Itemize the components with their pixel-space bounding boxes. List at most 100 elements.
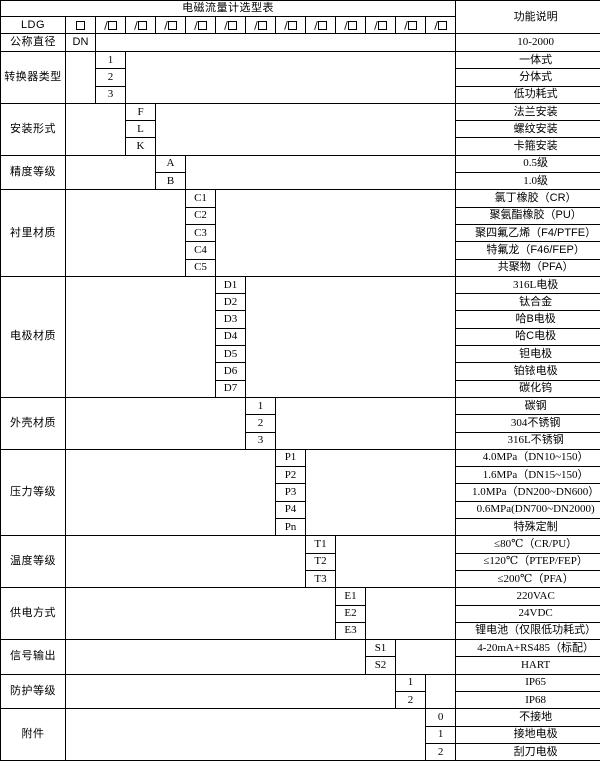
- code-cell-5-5[interactable]: D6: [216, 363, 246, 380]
- code-box-9[interactable]: /: [336, 17, 366, 34]
- code-cell-7-3[interactable]: P4: [276, 501, 306, 518]
- code-cell-3-0[interactable]: A: [156, 155, 186, 172]
- code-box-7[interactable]: /: [276, 17, 306, 34]
- code-cell-5-0[interactable]: D1: [216, 276, 246, 293]
- code-cell-6-1[interactable]: 2: [246, 415, 276, 432]
- description-cell-4-1: 聚氨酯橡胶（PU）: [456, 207, 600, 224]
- code-cell-12-1[interactable]: 1: [426, 726, 456, 743]
- row-label-3: 精度等级: [1, 155, 66, 190]
- description-cell-8-1: ≤120℃（PTEP/FEP）: [456, 553, 600, 570]
- blank-right-3: [186, 155, 456, 190]
- code-cell-4-0[interactable]: C1: [186, 190, 216, 207]
- description-cell-5-1: 钛合金: [456, 294, 600, 311]
- row-label-12: 附件: [1, 709, 66, 761]
- code-cell-7-2[interactable]: P3: [276, 484, 306, 501]
- code-cell-12-2[interactable]: 2: [426, 743, 456, 760]
- code-cell-1-0[interactable]: 1: [96, 52, 126, 69]
- code-cell-5-4[interactable]: D5: [216, 346, 246, 363]
- empty-box-icon: [348, 21, 357, 30]
- blank-left-12: [66, 709, 426, 761]
- description-cell-2-1: 螺纹安装: [456, 121, 600, 138]
- code-cell-2-2[interactable]: K: [126, 138, 156, 155]
- code-cell-12-0[interactable]: 0: [426, 709, 456, 726]
- description-cell-11-1: IP68: [456, 691, 600, 708]
- code-cell-5-2[interactable]: D3: [216, 311, 246, 328]
- code-cell-9-0[interactable]: E1: [336, 588, 366, 605]
- code-cell-2-0[interactable]: F: [126, 103, 156, 120]
- description-cell-5-4: 钽电极: [456, 346, 600, 363]
- description-cell-9-0: 220VAC: [456, 588, 600, 605]
- empty-box-icon: [108, 21, 117, 30]
- code-cell-4-2[interactable]: C3: [186, 224, 216, 241]
- code-cell-4-4[interactable]: C5: [186, 259, 216, 276]
- description-cell-9-1: 24VDC: [456, 605, 600, 622]
- code-cell-8-2[interactable]: T3: [306, 570, 336, 587]
- code-box-12[interactable]: /: [426, 17, 456, 34]
- code-cell-7-1[interactable]: P2: [276, 467, 306, 484]
- empty-box-icon: [438, 21, 447, 30]
- code-cell-3-1[interactable]: B: [156, 173, 186, 190]
- code-box-10[interactable]: /: [366, 17, 396, 34]
- code-cell-4-3[interactable]: C4: [186, 242, 216, 259]
- code-cell-6-0[interactable]: 1: [246, 397, 276, 414]
- code-cell-11-1[interactable]: 2: [396, 691, 426, 708]
- code-cell-10-1[interactable]: S2: [366, 657, 396, 674]
- blank-right-7: [306, 449, 456, 535]
- code-box-1[interactable]: /: [96, 17, 126, 34]
- code-box-5[interactable]: /: [216, 17, 246, 34]
- code-cell-10-0[interactable]: S1: [366, 640, 396, 657]
- code-box-4[interactable]: /: [186, 17, 216, 34]
- blank-left-1: [66, 52, 96, 104]
- empty-box-icon: [76, 21, 85, 30]
- blank-left-6: [66, 397, 246, 449]
- description-cell-6-2: 316L不锈钢: [456, 432, 600, 449]
- row-label-1: 转换器类型: [1, 52, 66, 104]
- empty-box-icon: [168, 21, 177, 30]
- blank-right-5: [246, 276, 456, 397]
- code-cell-1-1[interactable]: 2: [96, 69, 126, 86]
- code-box-2[interactable]: /: [126, 17, 156, 34]
- empty-box-icon: [318, 21, 327, 30]
- blank-right-6: [276, 397, 456, 449]
- empty-box-icon: [408, 21, 417, 30]
- code-cell-4-1[interactable]: C2: [186, 207, 216, 224]
- code-cell-7-0[interactable]: P1: [276, 449, 306, 466]
- row-label-5: 电极材质: [1, 276, 66, 397]
- code-cell-5-3[interactable]: D4: [216, 328, 246, 345]
- code-cell-2-1[interactable]: L: [126, 121, 156, 138]
- code-box-0[interactable]: [66, 17, 96, 34]
- code-cell-8-0[interactable]: T1: [306, 536, 336, 553]
- code-cell-0-0[interactable]: DN: [66, 34, 96, 52]
- blank-left-4: [66, 190, 186, 276]
- blank-right-2: [156, 103, 456, 155]
- code-cell-1-2[interactable]: 3: [96, 86, 126, 103]
- description-cell-3-0: 0.5级: [456, 155, 600, 172]
- blank-left-8: [66, 536, 306, 588]
- code-box-6[interactable]: /: [246, 17, 276, 34]
- code-cell-5-1[interactable]: D2: [216, 294, 246, 311]
- code-cell-8-1[interactable]: T2: [306, 553, 336, 570]
- code-cell-5-6[interactable]: D7: [216, 380, 246, 397]
- code-cell-11-0[interactable]: 1: [396, 674, 426, 691]
- description-cell-4-4: 共聚物（PFA）: [456, 259, 600, 276]
- row-label-8: 温度等级: [1, 536, 66, 588]
- blank-left-7: [66, 449, 276, 535]
- code-cell-6-2[interactable]: 3: [246, 432, 276, 449]
- code-cell-7-4[interactable]: Pn: [276, 519, 306, 536]
- row-label-7: 压力等级: [1, 449, 66, 535]
- empty-box-icon: [258, 21, 267, 30]
- code-box-3[interactable]: /: [156, 17, 186, 34]
- code-cell-9-1[interactable]: E2: [336, 605, 366, 622]
- code-box-8[interactable]: /: [306, 17, 336, 34]
- row-label-11: 防护等级: [1, 674, 66, 709]
- description-cell-12-1: 接地电极: [456, 726, 600, 743]
- description-cell-9-2: 锂电池（仅限低功耗式）: [456, 622, 600, 639]
- code-box-11[interactable]: /: [396, 17, 426, 34]
- code-cell-9-2[interactable]: E3: [336, 622, 366, 639]
- title-row: 电磁流量计选型表功能说明: [1, 1, 600, 17]
